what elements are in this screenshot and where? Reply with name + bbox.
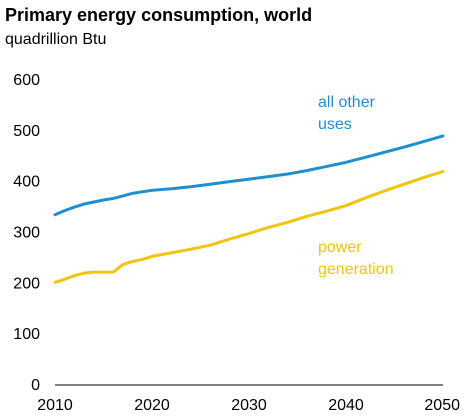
chart-subtitle: quadrillion Btu (5, 31, 106, 48)
series-label-1: power (318, 239, 362, 256)
y-tick-label: 400 (13, 174, 40, 191)
series-layer (53, 134, 445, 284)
y-tick-label: 500 (13, 123, 40, 140)
series-label-1: generation (318, 261, 394, 278)
x-tick-label: 2010 (37, 397, 73, 414)
x-tick-label: 2020 (134, 397, 170, 414)
x-tick-label: 2030 (231, 397, 267, 414)
x-tick-label: 2050 (424, 397, 460, 414)
y-tick-label: 200 (13, 275, 40, 292)
series-label-0: uses (318, 116, 352, 133)
series-label-0: all other (318, 94, 376, 111)
chart-title: Primary energy consumption, world (5, 5, 312, 25)
series-line-0 (53, 134, 445, 217)
y-tick-label: 100 (13, 326, 40, 343)
x-tick-label: 2040 (328, 397, 364, 414)
y-tick-label: 600 (13, 72, 40, 89)
x-tick-labels: 2010 2020 2030 2040 2050 (37, 397, 460, 414)
y-tick-label: 300 (13, 225, 40, 242)
series-line-1 (53, 170, 445, 284)
series-labels: all other uses power generation (318, 94, 394, 278)
y-tick-labels: 0 100 200 300 400 500 600 (13, 72, 40, 394)
y-tick-label: 0 (31, 377, 40, 394)
